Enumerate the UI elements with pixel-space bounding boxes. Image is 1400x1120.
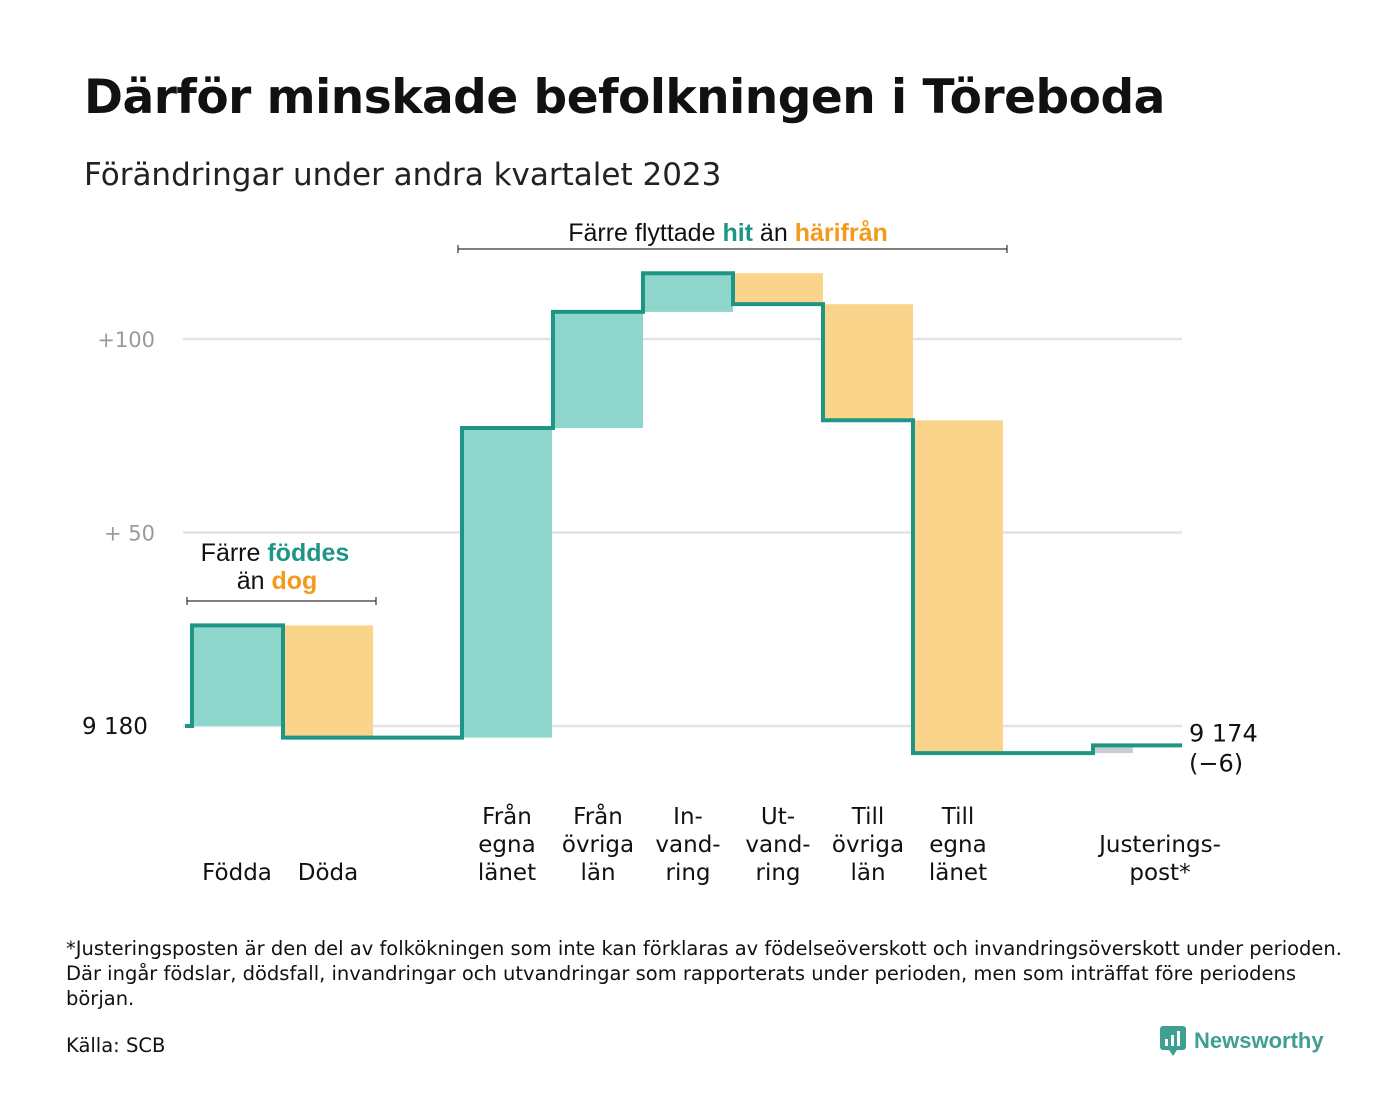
births-annotation-line2: än dog: [237, 567, 318, 595]
bar-6: [733, 273, 823, 305]
category-label-4: Från övriga län: [562, 802, 634, 886]
brand: Newsworthy: [1160, 1026, 1324, 1056]
newsworthy-logo-icon: [1160, 1026, 1186, 1056]
footnote: *Justeringsposten är den del av folkökni…: [66, 937, 1342, 1010]
bar-7: [823, 304, 913, 421]
category-label-8: Till egna länet: [929, 804, 987, 886]
births-annotation-line1: Färre föddes: [201, 539, 350, 567]
brand-name: Newsworthy: [1194, 1028, 1324, 1053]
y-tick-label-1: + 50: [104, 522, 155, 546]
cumulative-line: [185, 271, 1182, 756]
bar-3: [462, 428, 552, 738]
baseline-label: 9 180: [82, 714, 148, 740]
bar-4: [553, 311, 643, 429]
cumulative-line-path: [185, 271, 1182, 756]
chart-subtitle: Förändringar under andra kvartalet 2023: [84, 157, 722, 193]
end-change-label: (−6): [1189, 749, 1243, 777]
category-label-9: Justerings-post*: [1097, 832, 1221, 886]
y-tick-label-2: +100: [97, 328, 155, 352]
bar-2: [283, 625, 373, 738]
category-label-2: Döda: [298, 860, 358, 886]
category-label-1: Födda: [202, 860, 272, 886]
category-label-6: Ut-vand-ring: [745, 804, 810, 886]
bar-5: [643, 273, 733, 312]
bar-1: [192, 625, 282, 726]
bars: [192, 273, 1133, 754]
bar-9: [1093, 745, 1133, 754]
labels: + 50 +100 9 180 Födda Döda Från egna länet Från ö…: [82, 328, 1258, 886]
source-note: Källa: SCB: [66, 1034, 166, 1057]
category-label-5: In-vand-ring: [655, 804, 720, 886]
category-label-3: Från egna länet: [478, 802, 536, 886]
end-value-label: 9 174: [1189, 719, 1258, 747]
category-label-7: Till övriga län: [832, 804, 904, 886]
chart-title: Därför minskade befolkningen i Töreboda: [84, 70, 1165, 125]
moves-annotation: Färre flyttade hit än härifrån: [568, 219, 888, 247]
bar-8: [913, 420, 1003, 754]
